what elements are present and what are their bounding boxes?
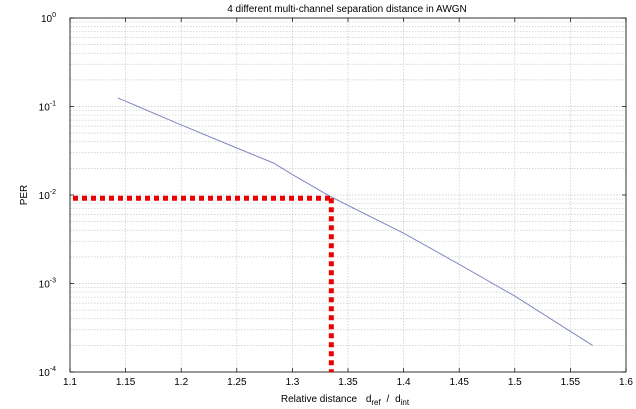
x-tick-label: 1.1 bbox=[63, 377, 77, 388]
y-axis-label: PER bbox=[19, 185, 30, 206]
y-tick-label: 10-4 bbox=[39, 366, 56, 379]
y-tick-label: 100 bbox=[41, 12, 56, 25]
y-tick-base: 10 bbox=[39, 368, 51, 379]
y-tick-base: 10 bbox=[39, 103, 51, 114]
x-tick-label: 1.3 bbox=[285, 377, 299, 388]
x-tick-label: 1.4 bbox=[397, 377, 411, 388]
x-tick-label: 1.15 bbox=[116, 377, 136, 388]
x-axis-ticks: 1.1 1.15 1.2 1.25 1.3 1.35 1.4 1.45 1.5 1.55 1.6 bbox=[63, 18, 633, 388]
x-tick-label: 1.35 bbox=[338, 377, 358, 388]
x-axis-label-prefix: Relative distance bbox=[281, 394, 358, 405]
x-axis-label-num: d bbox=[366, 394, 372, 405]
chart-title: 4 different multi-channel separation dis… bbox=[227, 4, 467, 15]
y-tick-exponent: -2 bbox=[50, 189, 56, 196]
x-axis-label-num-sub: ref bbox=[371, 398, 381, 407]
x-tick-label: 1.6 bbox=[619, 377, 633, 388]
x-tick-label: 1.25 bbox=[227, 377, 247, 388]
x-axis-label-den-sub: int bbox=[401, 398, 410, 407]
x-tick-label: 1.55 bbox=[561, 377, 581, 388]
x-axis-label-sep: / bbox=[387, 394, 390, 405]
y-tick-label: 10-2 bbox=[39, 189, 56, 202]
x-axis-label: Relative distance dref / dint bbox=[281, 394, 410, 408]
annotation-layer bbox=[73, 195, 334, 372]
x-tick-label: 1.2 bbox=[174, 377, 188, 388]
y-tick-base: 10 bbox=[39, 191, 51, 202]
y-tick-exponent: 0 bbox=[52, 12, 56, 19]
x-tick-label: 1.45 bbox=[449, 377, 469, 388]
x-tick-label: 1.5 bbox=[508, 377, 522, 388]
y-tick-exponent: -3 bbox=[50, 278, 56, 285]
y-tick-exponent: -4 bbox=[50, 366, 56, 373]
grid bbox=[70, 18, 626, 372]
series-layer bbox=[117, 97, 593, 346]
y-tick-exponent: -1 bbox=[50, 101, 56, 108]
y-tick-label: 10-1 bbox=[39, 101, 56, 114]
series-line bbox=[117, 97, 593, 346]
y-tick-label: 10-3 bbox=[39, 278, 56, 291]
y-tick-base: 10 bbox=[39, 280, 51, 291]
y-tick-base: 10 bbox=[41, 14, 53, 25]
x-axis-label-den: d bbox=[395, 394, 401, 405]
